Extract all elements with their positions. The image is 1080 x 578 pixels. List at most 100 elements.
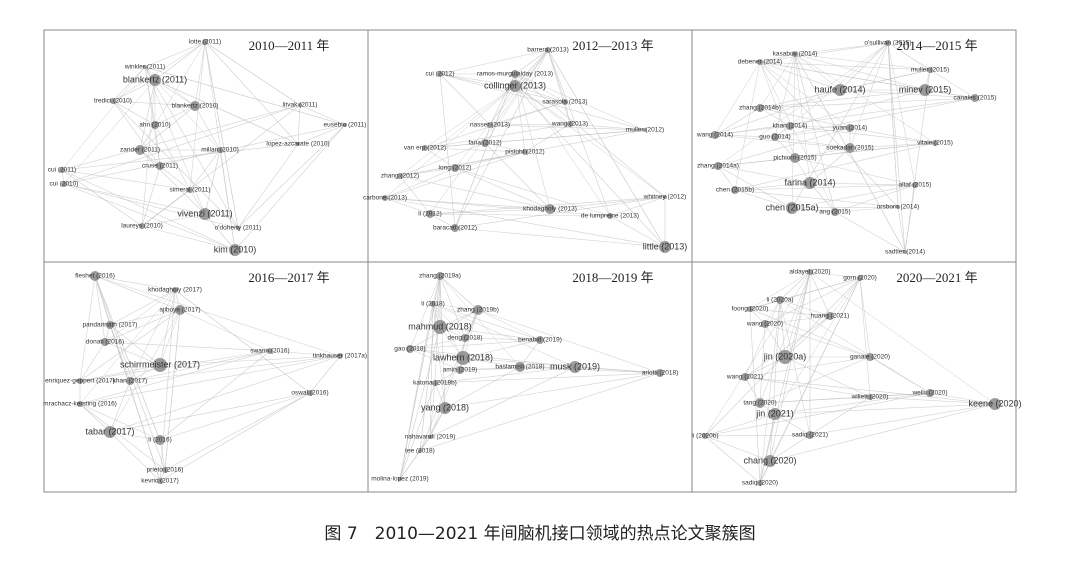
node <box>656 369 664 377</box>
edge <box>189 149 221 191</box>
node <box>926 389 934 397</box>
node <box>461 334 469 342</box>
node <box>481 139 489 147</box>
node <box>607 213 613 219</box>
edge <box>109 431 161 441</box>
node <box>382 195 388 201</box>
edge <box>61 104 301 171</box>
node-label: o'doherty (2011) <box>215 225 262 232</box>
node-label: lotte (2011) <box>189 39 221 46</box>
edge <box>159 149 221 167</box>
edge <box>309 355 341 394</box>
node-label: haufe (2014) <box>814 84 865 94</box>
node <box>714 162 722 170</box>
node <box>77 378 83 384</box>
edge <box>399 175 551 210</box>
edge <box>141 213 206 227</box>
edge <box>204 149 221 215</box>
edge <box>269 350 341 357</box>
edge <box>234 124 346 251</box>
node-label: li (2020b) <box>691 433 718 440</box>
edge <box>454 167 611 217</box>
edge <box>514 85 566 103</box>
edge <box>399 142 486 177</box>
edge <box>154 79 221 151</box>
node-label: khodagholy (2017) <box>148 287 202 294</box>
node-label: wang (2014) <box>696 132 733 139</box>
node-label: farina (2014) <box>784 177 835 187</box>
node-label: khan (2014) <box>773 123 808 130</box>
node-label: kim (2010) <box>214 244 257 254</box>
edge <box>714 107 761 136</box>
edge <box>759 53 796 109</box>
node-label: amin (2019) <box>443 367 478 374</box>
node <box>536 336 544 344</box>
node <box>806 431 814 439</box>
node-label: zander (2011) <box>120 147 160 154</box>
edge <box>714 134 851 149</box>
edge <box>399 326 441 480</box>
edge <box>61 66 146 171</box>
node <box>790 153 800 163</box>
node-label: keene (2020) <box>968 398 1021 408</box>
edge <box>514 85 666 248</box>
edge <box>514 85 571 125</box>
node-label: kasabov (2014) <box>773 51 818 58</box>
edge <box>399 450 421 480</box>
edge <box>109 431 161 482</box>
edge <box>734 142 936 191</box>
node <box>101 338 109 346</box>
edge <box>61 169 143 227</box>
node-label: ang (2015) <box>819 209 850 216</box>
edge <box>759 61 931 71</box>
edge <box>547 49 666 248</box>
node-label: carbone (2013) <box>363 195 407 202</box>
edge <box>154 79 196 107</box>
node <box>106 321 114 329</box>
node-label: li (2012) <box>418 211 441 218</box>
edge <box>704 435 771 462</box>
node-label: blankertz (2011) <box>123 74 187 84</box>
edge <box>63 79 156 185</box>
node-label: chen (2015b) <box>716 187 754 194</box>
edge <box>109 324 161 366</box>
node-label: prieto (2016) <box>147 467 184 474</box>
node-label: sarasola (2013) <box>542 99 587 106</box>
node-label: vivenzi (2011) <box>177 208 232 218</box>
node-label: cui (2011) <box>48 167 76 174</box>
node-label: yuan (2014) <box>833 125 868 132</box>
edge <box>477 309 541 341</box>
node-label: zhang (2019b) <box>457 307 499 314</box>
node <box>927 67 933 73</box>
panel: zhang (2019a) li (2018) zhang (2019b) mahmu… <box>371 270 678 483</box>
node-label: foong (2020) <box>732 306 769 313</box>
edge <box>547 49 571 125</box>
edge <box>409 275 441 350</box>
edge <box>63 183 239 229</box>
node <box>545 47 551 53</box>
edge <box>887 42 916 186</box>
node-label: o'sullivan (2015) <box>864 40 911 47</box>
edge <box>514 73 666 198</box>
edge <box>759 42 889 63</box>
edges <box>704 271 996 484</box>
node <box>437 71 443 77</box>
node <box>157 478 163 484</box>
node <box>711 131 719 139</box>
node <box>162 467 168 473</box>
node-label: ganaie (2020) <box>850 354 890 361</box>
node-label: schirrmeister (2017) <box>120 359 200 369</box>
edge <box>444 366 521 409</box>
edge <box>439 73 516 87</box>
node <box>912 182 918 188</box>
node <box>61 181 67 187</box>
edge <box>764 299 781 325</box>
edge <box>609 196 666 217</box>
node-label: jin (2021) <box>755 408 794 418</box>
edge <box>549 196 666 210</box>
edge <box>94 275 166 471</box>
edge <box>144 66 346 126</box>
edge <box>419 309 479 452</box>
edge <box>759 61 796 159</box>
edge <box>204 41 239 229</box>
